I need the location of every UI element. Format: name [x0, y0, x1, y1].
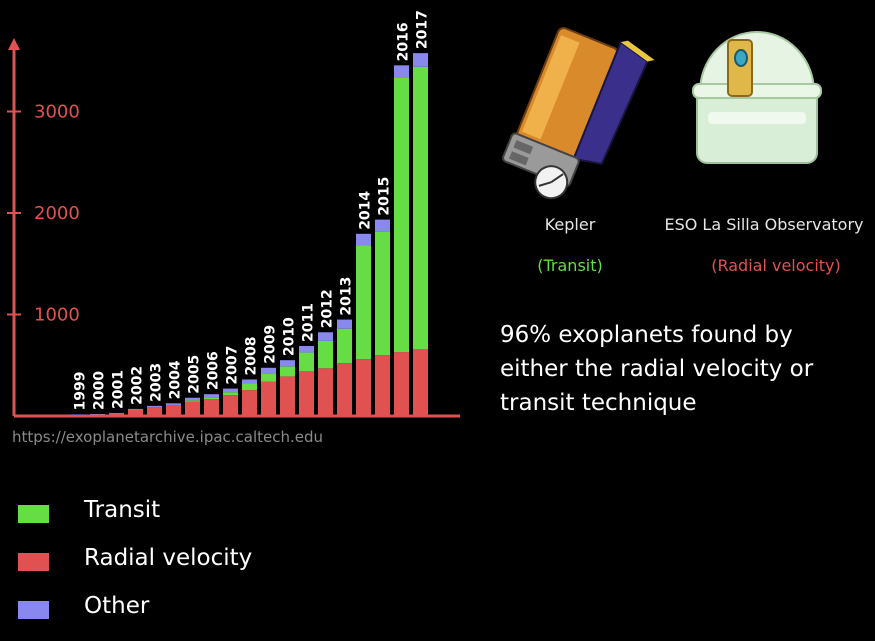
bar-2016-transit: [394, 78, 409, 353]
y-axis-arrow: [8, 38, 20, 50]
bar-2013-transit: [337, 328, 352, 364]
bar-2011-transit: [299, 352, 314, 372]
year-label-2000: 2000: [92, 371, 108, 410]
legend-swatch-radial-velocity: [18, 553, 49, 571]
bar-2009-other: [261, 367, 276, 374]
bar-2013-radial-velocity: [337, 363, 352, 416]
bar-2000-radial-velocity: [90, 414, 105, 416]
eso-label: ESO La Silla Observatory: [664, 215, 864, 234]
bar-2017-radial-velocity: [413, 349, 428, 416]
year-label-1999: 1999: [73, 372, 89, 411]
bar-2015-other: [375, 219, 390, 232]
bar-2008-radial-velocity: [242, 390, 257, 416]
year-label-2012: 2012: [320, 289, 336, 328]
y-tick-label-2000: 2000: [34, 203, 80, 224]
kepler-method-label: (Transit): [537, 256, 603, 275]
year-label-2003: 2003: [149, 363, 165, 402]
bar-2010-radial-velocity: [280, 376, 295, 416]
bar-2017-other: [413, 53, 428, 67]
bar-2005-radial-velocity: [185, 401, 200, 416]
bar-2015-transit: [375, 231, 390, 356]
statement-text: 96% exoplanets found by either the radia…: [500, 322, 814, 416]
bar-2016-other: [394, 65, 409, 79]
legend-swatch-transit: [18, 505, 49, 523]
bar-2013-other: [337, 319, 352, 329]
bar-2007-radial-velocity: [223, 395, 238, 416]
y-tick-label-1000: 1000: [34, 305, 80, 326]
bar-2010-transit: [280, 366, 295, 377]
bar-2005-transit: [185, 400, 200, 402]
year-label-2007: 2007: [225, 346, 241, 385]
year-label-2013: 2013: [339, 277, 355, 316]
bar-2004-transit: [166, 405, 181, 406]
bar-2007-transit: [223, 392, 238, 396]
year-label-2011: 2011: [301, 303, 317, 342]
year-label-2016: 2016: [396, 22, 412, 61]
bar-2001-other: [109, 412, 124, 414]
bar-2000-other: [90, 413, 105, 415]
bar-2014-other: [356, 233, 371, 246]
chart-bars: [71, 53, 428, 416]
bar-2011-radial-velocity: [299, 371, 314, 416]
year-label-2006: 2006: [206, 351, 222, 390]
bar-2006-radial-velocity: [204, 399, 219, 416]
legend-label-radial-velocity: Radial velocity: [84, 545, 253, 571]
bar-2005-other: [185, 397, 200, 401]
year-label-2005: 2005: [187, 355, 203, 394]
year-label-2010: 2010: [282, 317, 298, 356]
bar-2017-transit: [413, 66, 428, 350]
bar-2009-radial-velocity: [261, 381, 276, 416]
bar-2003-radial-velocity: [147, 407, 162, 416]
year-label-2009: 2009: [263, 325, 279, 364]
kepler-telescope-icon: [502, 27, 655, 200]
year-label-2017: 2017: [415, 10, 431, 49]
bar-2003-other: [147, 405, 162, 408]
bar-2015-radial-velocity: [375, 355, 390, 416]
bar-2004-other: [166, 403, 181, 406]
bar-2009-transit: [261, 373, 276, 382]
bar-2004-radial-velocity: [166, 405, 181, 416]
bar-2012-radial-velocity: [318, 368, 333, 416]
legend-swatch-other: [18, 601, 49, 619]
bar-2006-transit: [204, 397, 219, 400]
bar-2002-other: [128, 408, 143, 410]
year-label-2014: 2014: [358, 191, 374, 230]
bar-2006-other: [204, 394, 219, 398]
legend-label-transit: Transit: [84, 497, 161, 523]
bar-2014-transit: [356, 245, 371, 360]
bar-2016-radial-velocity: [394, 352, 409, 416]
observatory-dome-icon: [692, 31, 822, 164]
bar-2002-radial-velocity: [128, 409, 143, 416]
year-label-2004: 2004: [168, 360, 184, 399]
data-source-url: https://exoplanetarchive.ipac.caltech.ed…: [12, 428, 324, 446]
bar-2008-other: [242, 379, 257, 384]
bar-1999-other: [71, 414, 86, 415]
bar-1999-radial-velocity: [71, 414, 86, 416]
bar-2011-other: [299, 345, 314, 353]
bar-2010-other: [280, 360, 295, 367]
bar-2007-other: [223, 388, 238, 393]
y-tick-label-3000: 3000: [34, 102, 80, 123]
legend-label-other: Other: [84, 593, 150, 619]
chart-year-labels: 1999 2000 2001 2002 2003 2004 2005 2006 2007 2008…: [73, 10, 431, 410]
year-label-2008: 2008: [244, 336, 260, 375]
year-label-2001: 2001: [111, 370, 127, 409]
bar-2014-radial-velocity: [356, 359, 371, 416]
bar-2012-transit: [318, 340, 333, 369]
bar-2008-transit: [242, 383, 257, 391]
bar-2012-other: [318, 332, 333, 341]
year-label-2002: 2002: [130, 366, 146, 405]
bar-2001-radial-velocity: [109, 413, 124, 416]
year-label-2015: 2015: [377, 177, 393, 216]
eso-method-label: (Radial velocity): [711, 256, 841, 275]
kepler-label: Kepler: [544, 215, 596, 234]
